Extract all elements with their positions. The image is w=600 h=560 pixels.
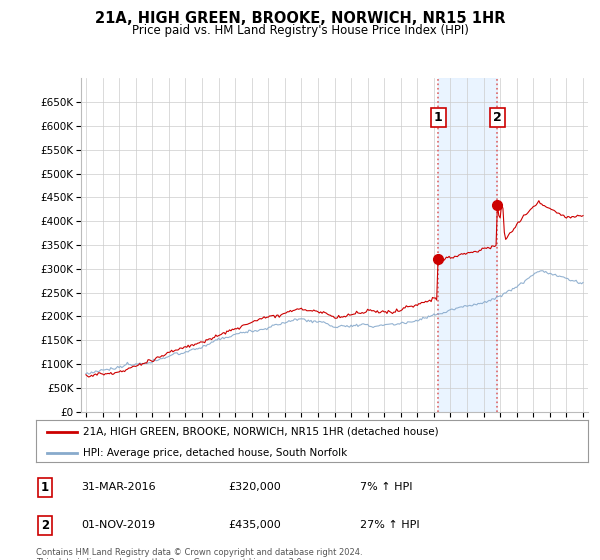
Text: Contains HM Land Registry data © Crown copyright and database right 2024.
This d: Contains HM Land Registry data © Crown c… — [36, 548, 362, 560]
Text: £320,000: £320,000 — [228, 482, 281, 492]
Text: 7% ↑ HPI: 7% ↑ HPI — [360, 482, 413, 492]
Text: 21A, HIGH GREEN, BROOKE, NORWICH, NR15 1HR (detached house): 21A, HIGH GREEN, BROOKE, NORWICH, NR15 1… — [83, 427, 439, 437]
Text: 31-MAR-2016: 31-MAR-2016 — [81, 482, 155, 492]
Text: 1: 1 — [434, 111, 442, 124]
Text: 1: 1 — [41, 480, 49, 494]
Text: 01-NOV-2019: 01-NOV-2019 — [81, 520, 155, 530]
Text: 2: 2 — [41, 519, 49, 532]
Text: 21A, HIGH GREEN, BROOKE, NORWICH, NR15 1HR: 21A, HIGH GREEN, BROOKE, NORWICH, NR15 1… — [95, 11, 505, 26]
Bar — [438, 78, 497, 412]
Text: 2: 2 — [493, 111, 502, 124]
Text: Price paid vs. HM Land Registry's House Price Index (HPI): Price paid vs. HM Land Registry's House … — [131, 24, 469, 36]
Text: £435,000: £435,000 — [228, 520, 281, 530]
Text: HPI: Average price, detached house, South Norfolk: HPI: Average price, detached house, Sout… — [83, 448, 347, 458]
Text: 27% ↑ HPI: 27% ↑ HPI — [360, 520, 419, 530]
